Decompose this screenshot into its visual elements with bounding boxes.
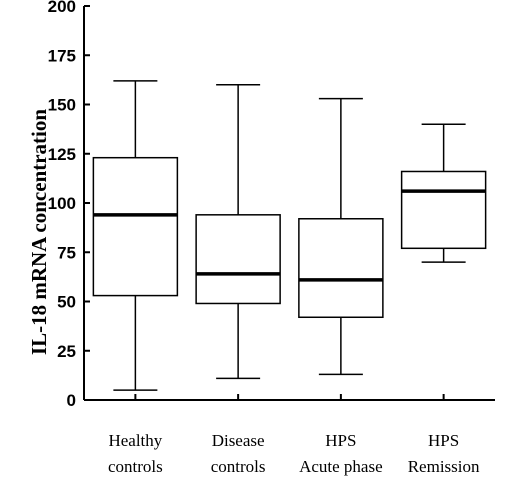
iqr-box xyxy=(400,170,487,250)
x-category-label-line2: controls xyxy=(211,457,266,476)
x-axis: Healthy controls Disease controls HPS Acute p… xyxy=(84,394,495,476)
y-tick-label: 125 xyxy=(48,145,76,164)
x-category-label-line1: Disease xyxy=(212,431,265,450)
x-category-label-line1: Healthy xyxy=(108,431,162,450)
boxes xyxy=(92,80,487,391)
y-axis: 0 25 50 75 100 125 150 175 200 xyxy=(48,0,90,410)
x-category-label-line2: Remission xyxy=(408,457,480,476)
x-category-label-line1: HPS xyxy=(325,431,356,450)
y-axis-title: IL-18 mRNA concentration xyxy=(27,109,51,355)
x-category-label-line1: HPS xyxy=(428,431,459,450)
y-tick-label: 150 xyxy=(48,96,76,115)
x-category-label-line2: Acute phase xyxy=(299,457,383,476)
y-tick-label: 200 xyxy=(48,0,76,16)
x-category-label-line2: controls xyxy=(108,457,163,476)
box-2 xyxy=(195,84,281,380)
iqr-box xyxy=(92,156,179,297)
y-tick-label: 100 xyxy=(48,194,76,213)
y-tick-label: 0 xyxy=(67,391,76,410)
box-1 xyxy=(92,80,179,391)
box-3 xyxy=(298,97,384,376)
box-4 xyxy=(400,123,487,263)
iqr-box xyxy=(195,214,281,305)
y-tick-label: 50 xyxy=(57,293,76,312)
iqr-box xyxy=(298,218,384,319)
y-tick-label: 175 xyxy=(48,46,76,65)
y-tick-label: 25 xyxy=(57,342,76,361)
y-tick-label: 75 xyxy=(57,243,76,262)
